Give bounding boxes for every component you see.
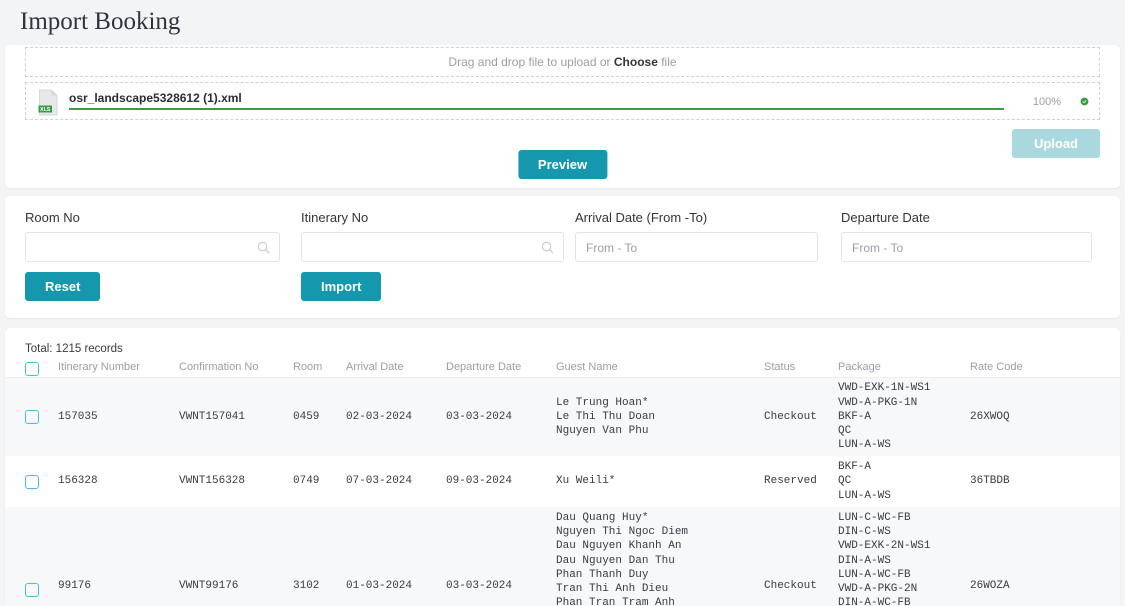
svg-text:XLS: XLS	[40, 107, 51, 113]
